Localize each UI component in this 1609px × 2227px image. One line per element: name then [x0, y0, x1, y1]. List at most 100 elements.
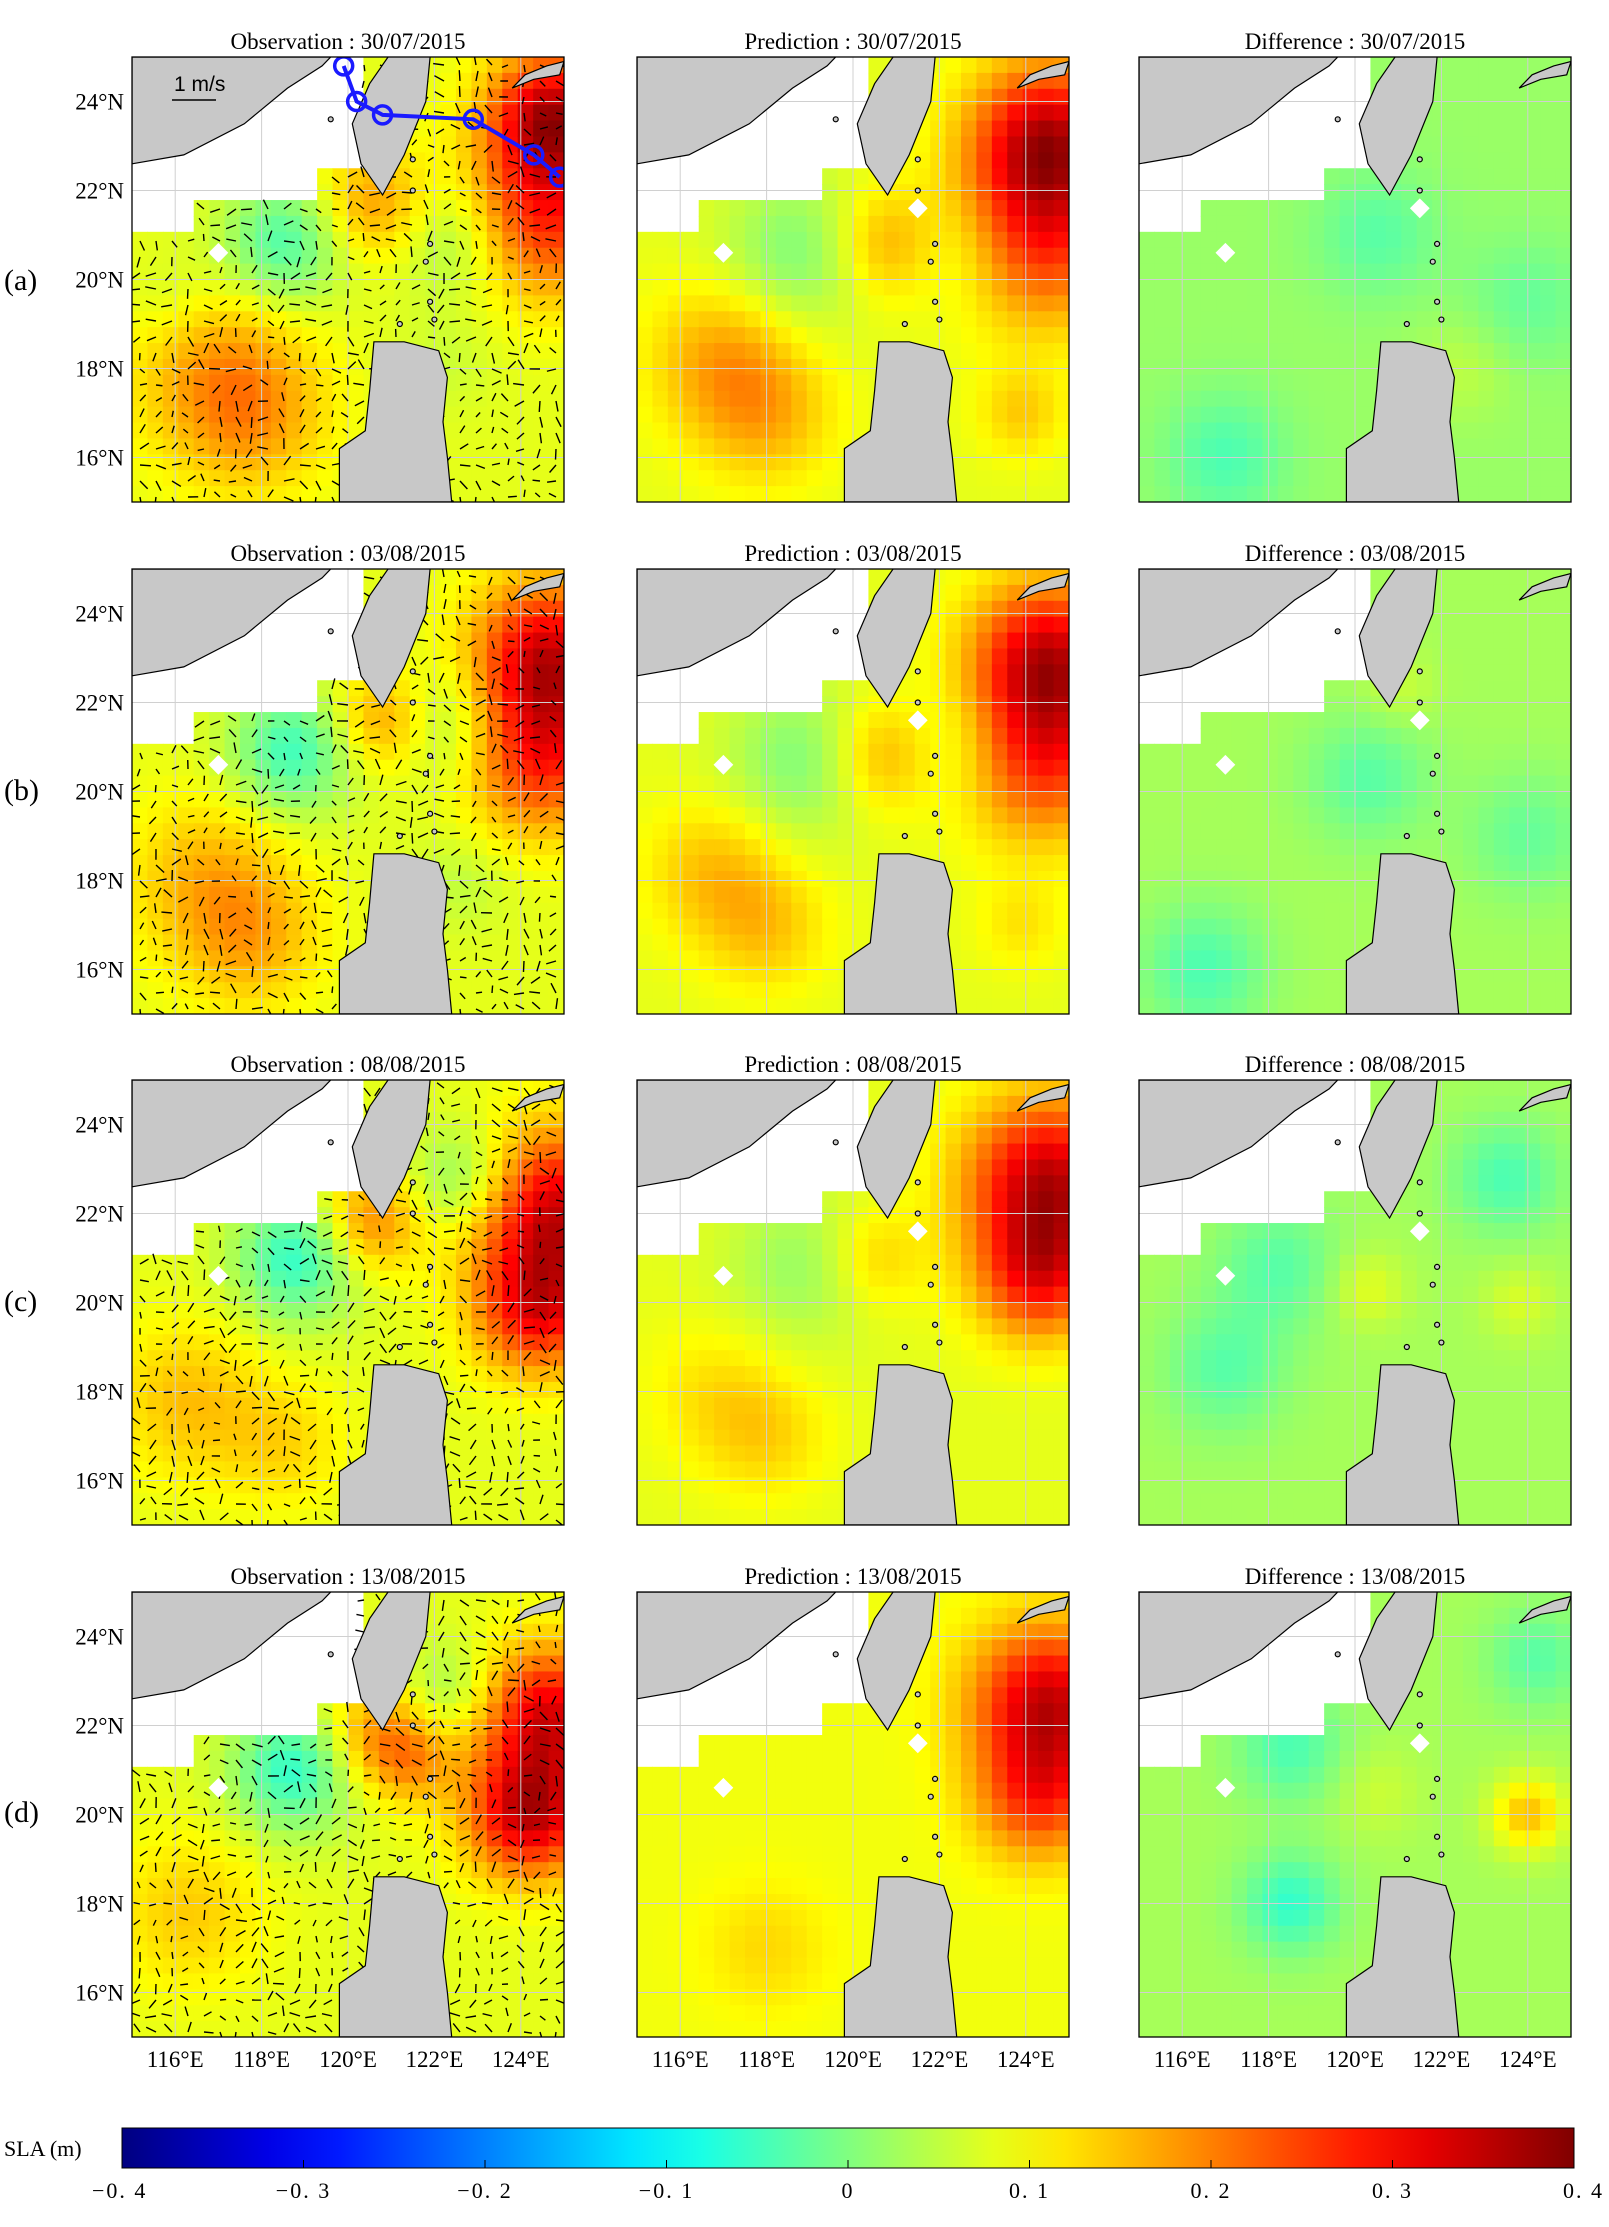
velocity-arrow [523, 809, 531, 818]
sla-cell [683, 982, 700, 999]
sla-cell [667, 998, 684, 1014]
sla-cell [667, 870, 684, 888]
sla-cell [914, 759, 931, 777]
velocity-arrow [555, 640, 564, 649]
sla-cell [945, 743, 962, 761]
velocity-arrow [514, 400, 525, 407]
sla-cell [1339, 870, 1356, 888]
sla-cell [1463, 486, 1480, 502]
velocity-arrow [178, 876, 189, 882]
sla-cell [394, 775, 411, 793]
sla-cell [1355, 791, 1372, 808]
velocity-arrow [443, 736, 450, 743]
sla-cell [652, 807, 669, 824]
sla-cell [240, 486, 257, 502]
velocity-arrow [184, 855, 189, 866]
velocity-arrow [523, 342, 529, 354]
sla-cell [945, 295, 962, 312]
sla-cell [270, 886, 287, 904]
panel-prediction-03-08-2015: Prediction : 03/08/2015 [636, 541, 1070, 1015]
sla-cell [409, 200, 426, 217]
sla-cell [961, 120, 978, 138]
sla-cell [1022, 57, 1039, 74]
sla-cell [1555, 406, 1571, 424]
sla-cell [224, 998, 241, 1014]
velocity-arrow [181, 988, 189, 994]
sla-cell [1262, 438, 1279, 455]
sla-cell [667, 295, 684, 312]
velocity-arrow [513, 736, 525, 742]
sla-cell [1038, 664, 1055, 681]
velocity-arrow [523, 792, 530, 802]
sla-cell [409, 311, 426, 328]
sla-cell [760, 343, 777, 360]
velocity-arrow [257, 800, 269, 807]
velocity-arrow [299, 208, 308, 213]
sla-cell [1022, 727, 1039, 745]
sla-cell [745, 390, 762, 408]
sla-cell [456, 807, 473, 824]
sla-cell [502, 855, 519, 872]
sla-cell [1540, 184, 1557, 201]
sla-cell [760, 823, 777, 840]
velocity-arrow [425, 214, 429, 226]
velocity-arrow [434, 812, 445, 818]
sla-cell [1247, 934, 1264, 952]
sla-cell [1022, 247, 1039, 265]
sla-cell [1339, 807, 1356, 824]
sla-cell [1216, 791, 1233, 808]
sla-cell [991, 406, 1008, 424]
sla-cell [930, 727, 947, 745]
sla-cell [1463, 279, 1480, 296]
velocity-arrow [555, 759, 563, 770]
sla-cell [1540, 120, 1557, 138]
sla-cell [1247, 311, 1264, 328]
sla-cell [255, 486, 272, 502]
sla-cell [301, 470, 318, 487]
velocity-arrow [311, 800, 317, 808]
sla-cell [775, 263, 792, 281]
velocity-arrow [203, 912, 207, 924]
velocity-arrow [448, 288, 461, 291]
sla-cell [1169, 311, 1186, 328]
sla-cell [1007, 632, 1024, 650]
velocity-arrow [491, 848, 501, 852]
sla-cell [1293, 390, 1310, 408]
sla-cell [991, 279, 1008, 296]
sla-cell [147, 775, 164, 793]
sla-cell [301, 839, 318, 856]
sla-cell [775, 791, 792, 808]
sla-cell [775, 470, 792, 487]
sla-cell [1478, 422, 1495, 440]
sla-cell [930, 712, 947, 729]
sla-cell [378, 200, 395, 217]
sla-cell [270, 327, 287, 344]
sla-cell [976, 215, 993, 233]
sla-cell [162, 759, 179, 777]
sla-cell [1509, 406, 1526, 424]
sla-cell [714, 918, 731, 936]
sla-cell [1216, 712, 1233, 729]
velocity-arrow [548, 944, 557, 952]
sla-cell [456, 870, 473, 888]
sla-cell [683, 279, 700, 296]
sla-cell [301, 215, 318, 233]
sla-cell [394, 696, 411, 713]
sla-cell [991, 295, 1008, 312]
sla-cell [502, 648, 519, 665]
sla-cell [517, 950, 534, 967]
sla-cell [1262, 759, 1279, 777]
sla-cell [837, 390, 854, 408]
velocity-arrow [219, 283, 226, 290]
sla-cell [409, 743, 426, 761]
sla-cell [1355, 918, 1372, 936]
sla-cell [209, 791, 226, 808]
sla-cell [209, 823, 226, 840]
sla-cell [1339, 839, 1356, 856]
velocity-arrow [482, 288, 493, 294]
sla-cell [775, 759, 792, 777]
velocity-arrow [465, 144, 477, 148]
sla-cell [1555, 152, 1571, 169]
velocity-arrow [435, 633, 445, 642]
sla-cell [991, 600, 1008, 618]
